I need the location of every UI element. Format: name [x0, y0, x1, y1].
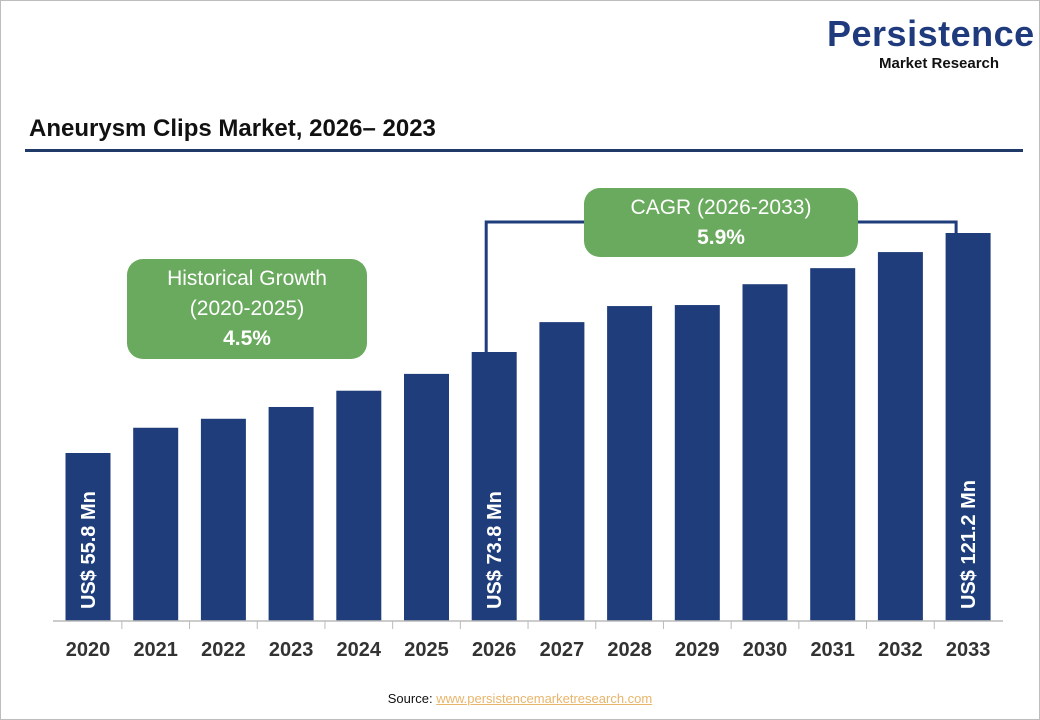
x-tick-label: 2033 — [946, 639, 991, 661]
x-tick-label: 2026 — [472, 639, 517, 661]
bar-2033 — [945, 233, 991, 621]
bar-2029 — [674, 305, 720, 621]
x-tick-label: 2025 — [404, 639, 449, 661]
cagr-value: 5.9% — [697, 226, 745, 249]
cagr-box: CAGR (2026-2033) 5.9% — [584, 188, 858, 257]
bar-2028 — [607, 306, 653, 621]
x-tick-label: 2032 — [878, 639, 923, 661]
bar-2022 — [200, 418, 246, 621]
logo: Persistence — [827, 13, 1035, 54]
source-label: Source: — [387, 691, 433, 706]
x-tick-label: 2024 — [337, 639, 382, 661]
x-tick-label: 2022 — [201, 639, 246, 661]
bar-2020 — [65, 453, 111, 621]
bar-2027 — [539, 322, 585, 621]
logo-subtitle: Market Research — [879, 55, 1000, 72]
cagr-label: CAGR (2026-2033) — [630, 196, 812, 219]
bar-2025 — [404, 373, 449, 621]
x-tick-label: 2029 — [675, 639, 720, 661]
title-divider — [25, 149, 1023, 152]
x-tick-label: 2031 — [810, 639, 855, 661]
bar-2032 — [877, 252, 923, 621]
bar-2024 — [336, 390, 382, 621]
bar-2023 — [268, 406, 314, 621]
data-label-2033: US$ 121.2 Mn — [958, 480, 980, 609]
x-tick-label: 2023 — [269, 639, 314, 661]
source-link[interactable]: www.persistencemarketresearch.com — [436, 691, 653, 706]
x-tick-label: 2028 — [607, 639, 652, 661]
historical-label: Historical Growth — [167, 267, 327, 290]
bar-2030 — [742, 284, 788, 621]
bar-2026 — [471, 352, 517, 621]
x-tick-label: 2021 — [133, 639, 178, 661]
data-label-2026: US$ 73.8 Mn — [484, 491, 506, 609]
data-label-2020: US$ 55.8 Mn — [78, 491, 100, 609]
chart-title: Aneurysm Clips Market, 2026– 2023 — [29, 115, 436, 142]
x-tick-label: 2020 — [66, 639, 111, 661]
historical-value: 4.5% — [223, 327, 271, 350]
x-tick-label: 2030 — [743, 639, 788, 661]
historical-period: (2020-2025) — [189, 297, 305, 320]
bar-2021 — [133, 427, 179, 621]
source-note: Source: www.persistencemarketresearch.co… — [1, 691, 1039, 707]
x-tick-label: 2027 — [540, 639, 585, 661]
bar-2031 — [810, 268, 856, 621]
historical-growth-box: Historical Growth (2020-2025) 4.5% — [127, 259, 367, 359]
